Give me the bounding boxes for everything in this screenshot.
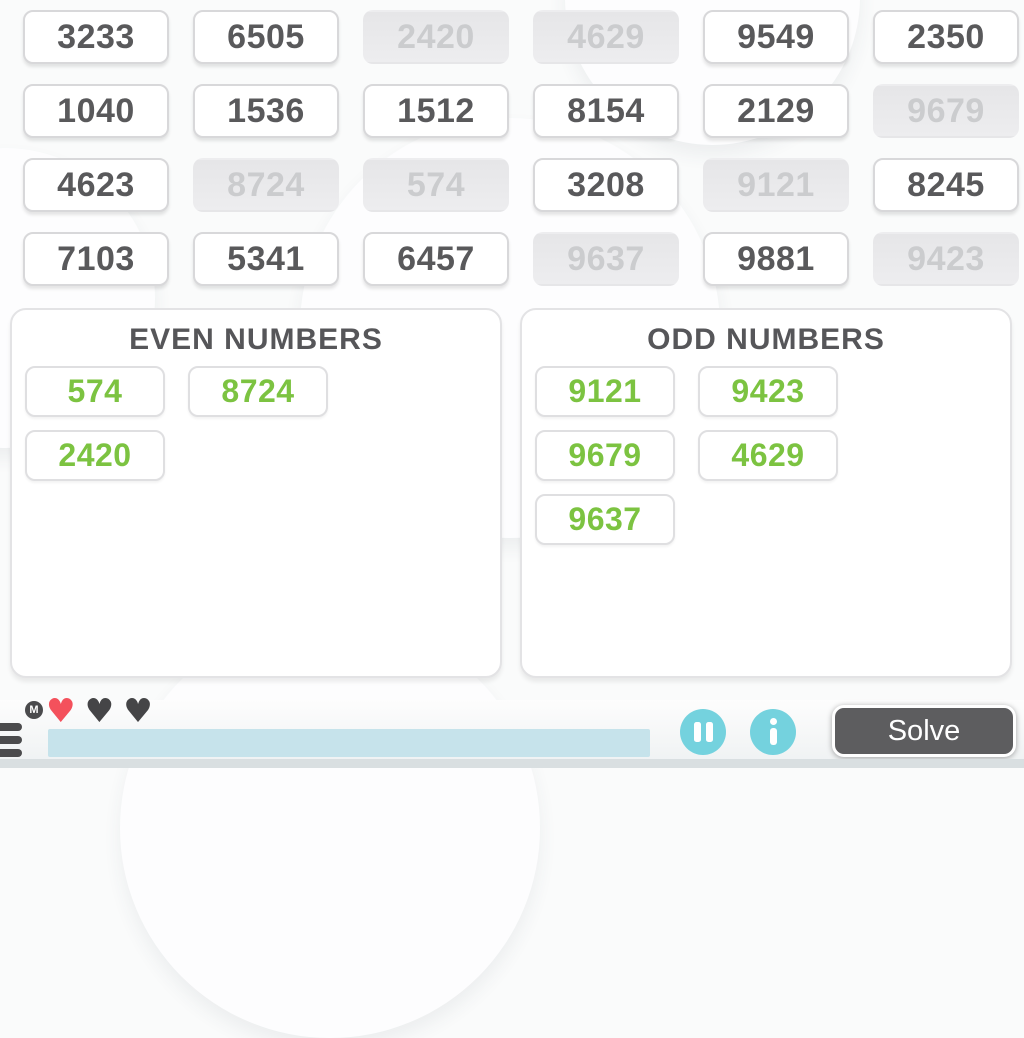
info-button[interactable] — [750, 709, 796, 755]
number-tile-6505[interactable]: 6505 — [193, 10, 339, 64]
sorted-number-4629: 4629 — [698, 430, 838, 481]
number-tile-8245[interactable]: 8245 — [873, 158, 1019, 212]
number-tile-5341[interactable]: 5341 — [193, 232, 339, 286]
number-tile-8154[interactable]: 8154 — [533, 84, 679, 138]
number-tile-9549[interactable]: 9549 — [703, 10, 849, 64]
odd-chips-container: 9121 9423 9679 4629 9637 — [522, 357, 1010, 545]
number-tile-7103[interactable]: 7103 — [23, 232, 169, 286]
number-tile-6457[interactable]: 6457 — [363, 232, 509, 286]
number-tile-2350[interactable]: 2350 — [873, 10, 1019, 64]
number-tile-9881[interactable]: 9881 — [703, 232, 849, 286]
sorted-number-9423: 9423 — [698, 366, 838, 417]
number-tile-1536[interactable]: 1536 — [193, 84, 339, 138]
even-numbers-panel[interactable]: EVEN NUMBERS 574 8724 2420 — [10, 308, 502, 678]
number-tile-1040[interactable]: 1040 — [23, 84, 169, 138]
solve-button[interactable]: Solve — [832, 705, 1016, 757]
even-panel-title: EVEN NUMBERS — [129, 323, 383, 356]
number-tile-2129[interactable]: 2129 — [703, 84, 849, 138]
number-tile-9637: 9637 — [533, 232, 679, 286]
bottom-edge-strip — [0, 759, 1024, 768]
hamburger-menu-icon[interactable] — [0, 723, 22, 731]
number-tile-9679: 9679 — [873, 84, 1019, 138]
background-circle — [120, 618, 540, 1038]
pause-button[interactable] — [680, 709, 726, 755]
number-tile-574: 574 — [363, 158, 509, 212]
number-tile-9121: 9121 — [703, 158, 849, 212]
number-tile-4623[interactable]: 4623 — [23, 158, 169, 212]
hamburger-menu-icon[interactable] — [0, 736, 22, 744]
heart-icon: ♥ — [46, 691, 76, 730]
heart-icon: ♥ — [84, 691, 115, 730]
hamburger-menu-icon[interactable] — [0, 749, 22, 757]
sorted-number-9679: 9679 — [535, 430, 675, 481]
sorted-number-2420: 2420 — [25, 430, 165, 481]
number-tile-4629: 4629 — [533, 10, 679, 64]
sorted-number-9637: 9637 — [535, 494, 675, 545]
heart-icon: ♥ — [123, 691, 153, 730]
sorted-number-8724: 8724 — [188, 366, 328, 417]
number-tile-8724: 8724 — [193, 158, 339, 212]
number-tile-1512[interactable]: 1512 — [363, 84, 509, 138]
number-board: 3233 6505 2420 4629 9549 2350 1040 1536 1512 8154… — [23, 10, 1019, 286]
sorted-number-9121: 9121 — [535, 366, 675, 417]
number-tile-3233[interactable]: 3233 — [23, 10, 169, 64]
number-tile-9423: 9423 — [873, 232, 1019, 286]
info-icon — [750, 709, 796, 755]
odd-panel-title: ODD NUMBERS — [647, 323, 885, 356]
progress-bar — [48, 729, 650, 757]
pause-icon — [680, 709, 726, 755]
even-chips-container: 574 8724 2420 — [12, 357, 500, 481]
number-tile-2420: 2420 — [363, 10, 509, 64]
odd-numbers-panel[interactable]: ODD NUMBERS 9121 9423 9679 4629 9637 — [520, 308, 1012, 678]
number-tile-3208[interactable]: 3208 — [533, 158, 679, 212]
bottom-hud: M ♥ ♥ ♥ Solve — [0, 694, 1024, 768]
lives-indicator: ♥ ♥ ♥ — [46, 694, 153, 727]
sorted-number-574: 574 — [25, 366, 165, 417]
menu-logo-button[interactable]: M — [25, 701, 43, 719]
